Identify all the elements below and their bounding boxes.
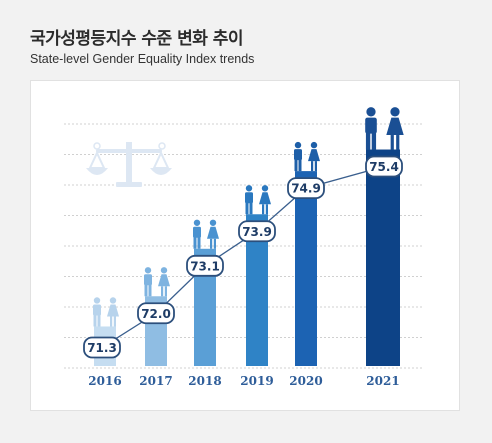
person-pair-icon	[93, 297, 119, 327]
data-label: 73.1	[186, 254, 224, 277]
data-label: 71.3	[83, 336, 121, 359]
svg-text:74.9: 74.9	[291, 182, 321, 196]
person-pair-icon	[365, 107, 404, 150]
x-axis-ticks: 2016 2017 2018 2019 2020 2021	[88, 374, 399, 388]
person-pair-icon	[193, 219, 219, 249]
data-label: 72.0	[137, 302, 175, 325]
data-labels: 71.3 72.0 73.1 73.9 74.9 75.4	[83, 155, 403, 359]
bar-2021	[366, 149, 400, 366]
x-tick-label: 2020	[289, 374, 322, 388]
svg-text:73.9: 73.9	[242, 225, 272, 239]
bar-2019	[246, 214, 268, 366]
person-pair-icon	[144, 267, 170, 297]
x-tick-label: 2016	[88, 374, 121, 388]
x-tick-label: 2018	[188, 374, 221, 388]
chart-subtitle: State-level Gender Equality Index trends	[30, 52, 255, 66]
x-tick-label: 2019	[240, 374, 273, 388]
data-label: 73.9	[238, 220, 276, 243]
svg-text:75.4: 75.4	[369, 160, 399, 174]
person-icons	[93, 107, 404, 327]
bar-2018	[194, 248, 216, 366]
chart-title: 국가성평등지수 수준 변화 추이	[30, 29, 244, 49]
svg-text:71.3: 71.3	[87, 341, 117, 355]
svg-text:72.0: 72.0	[141, 307, 171, 321]
bars	[94, 149, 400, 366]
bar-2020	[295, 171, 317, 366]
data-label: 74.9	[287, 177, 325, 200]
x-tick-label: 2021	[366, 374, 399, 388]
x-tick-label: 2017	[139, 374, 172, 388]
person-pair-icon	[245, 185, 271, 215]
data-label: 75.4	[365, 155, 403, 178]
svg-text:73.1: 73.1	[190, 259, 220, 273]
scale-icon	[86, 142, 172, 187]
person-pair-icon	[294, 141, 320, 172]
